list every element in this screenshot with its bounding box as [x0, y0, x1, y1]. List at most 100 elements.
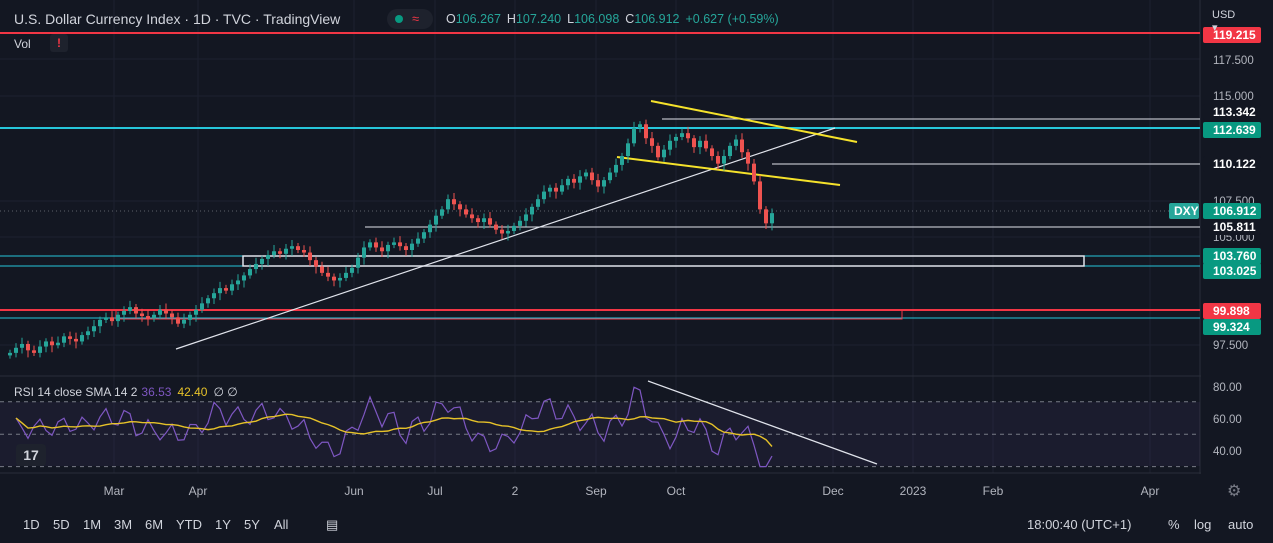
candle-body [512, 225, 516, 231]
candle-body [260, 258, 264, 264]
channel-upper-line[interactable] [650, 100, 858, 143]
timeframe-button-1y[interactable]: 1Y [215, 517, 231, 532]
candle-body [200, 303, 204, 310]
candle-body [470, 214, 474, 219]
timeframe-button-1d[interactable]: 1D [23, 517, 40, 532]
candle-body [542, 191, 546, 200]
date-range-icon[interactable]: ▤ [326, 517, 339, 532]
price-axis-tick: 115.000 [1213, 91, 1254, 103]
candle-body [44, 341, 48, 347]
time-axis-tick: Sep [585, 484, 607, 498]
candle-body [494, 224, 498, 230]
candle-body [266, 255, 270, 259]
price-label-box [1203, 319, 1261, 335]
price-label: 110.122 [1213, 157, 1256, 171]
candle-body [440, 209, 444, 216]
candle-body [134, 307, 138, 314]
timeframe-button-ytd[interactable]: YTD [176, 517, 202, 532]
timeframe-button-1m[interactable]: 1M [83, 517, 102, 532]
candle-body [422, 232, 426, 239]
price-label-box [1203, 303, 1261, 319]
symbol-tag-box [1169, 203, 1199, 219]
price-label: 105.811 [1213, 220, 1256, 234]
chart-background [0, 0, 1200, 505]
rsi-trendline[interactable] [647, 380, 878, 465]
candle-body [284, 248, 288, 254]
price-label-box [1203, 263, 1261, 279]
price-label-box [1203, 27, 1261, 43]
candle-body [368, 242, 372, 248]
timeframe-button-5y[interactable]: 5Y [244, 517, 260, 532]
ohlc-key: H [506, 12, 516, 26]
rectangle-zone-99[interactable] [115, 309, 903, 320]
candle-body [530, 206, 534, 215]
time-axis-tick: 2 [512, 484, 519, 498]
currency-selector[interactable]: USD ▾ [1212, 9, 1236, 34]
candle-body [674, 136, 678, 141]
time-axis-tick: Feb [983, 484, 1004, 498]
market-status-pill[interactable]: ≈ [387, 9, 433, 29]
ohlc-key: C [625, 12, 635, 26]
symbol-title[interactable]: U.S. Dollar Currency Index · 1D · TVC · … [14, 11, 341, 27]
candle-body [596, 180, 600, 187]
candle-body [758, 181, 762, 210]
candle-body [122, 310, 126, 315]
timeframe-button-3m[interactable]: 3M [114, 517, 133, 532]
candle-body [452, 199, 456, 205]
candle-body [398, 242, 402, 247]
candle-body [716, 156, 720, 164]
candle-body [242, 275, 246, 281]
candle-body [338, 277, 342, 281]
drawings-layer[interactable] [0, 32, 1200, 350]
time-axis-tick: Apr [1141, 484, 1160, 498]
volume-indicator-label[interactable]: Vol [14, 37, 31, 51]
rsi-legend-label: RSI 14 close SMA 14 2 [14, 385, 138, 399]
candle-body [680, 133, 684, 137]
candle-body [356, 257, 360, 268]
auto-scale-toggle[interactable]: auto [1228, 517, 1254, 532]
candle-body [62, 336, 66, 343]
candle-body [428, 224, 432, 233]
clock[interactable]: 18:00:40 (UTC+1) [1027, 517, 1132, 532]
candle-body [746, 152, 750, 164]
candle-body [488, 218, 492, 225]
channel-lower-line[interactable] [616, 156, 841, 186]
chart-grid [0, 0, 1200, 473]
volume-warning-icon[interactable]: ! [50, 34, 68, 52]
market-open-dot-icon [395, 15, 403, 23]
rsi-legend[interactable]: RSI 14 close SMA 14 2 36.53 42.40 ∅ ∅ [14, 385, 238, 399]
ohlc-value: +0.627 (+0.59%) [685, 12, 779, 26]
rectangle-zone-103[interactable] [242, 255, 1085, 267]
rsi-axis-tick: 40.00 [1213, 446, 1242, 458]
candle-body [614, 164, 618, 173]
timeframe-button-6m[interactable]: 6M [145, 517, 164, 532]
log-scale-toggle[interactable]: log [1194, 517, 1212, 532]
candle-body [584, 172, 588, 177]
candle-body [620, 156, 624, 165]
candle-body [170, 313, 174, 318]
candle-body [146, 316, 150, 319]
candle-body [38, 346, 42, 353]
candle-body [566, 178, 570, 186]
timeframe-button-all[interactable]: All [274, 517, 289, 532]
candle-body [734, 139, 738, 146]
data-delay-icon: ≈ [412, 11, 420, 26]
timeframe-button-5d[interactable]: 5D [53, 517, 70, 532]
time-axis[interactable] [0, 474, 1273, 506]
support-trendline[interactable] [175, 127, 836, 350]
time-axis-tick: 2023 [900, 484, 927, 498]
price-label: 112.639 [1213, 123, 1256, 137]
rsi-pane [0, 380, 1200, 468]
candle-body [506, 230, 510, 234]
axis-settings-icon[interactable]: ⚙ [1227, 483, 1242, 500]
candle-body [314, 260, 318, 267]
candle-body [272, 251, 276, 256]
tradingview-logo[interactable]: 17 [16, 444, 46, 466]
candle-body [26, 343, 30, 351]
candle-body [602, 180, 606, 187]
candle-body [206, 298, 210, 304]
percent-scale-toggle[interactable]: % [1168, 517, 1180, 532]
candle-body [98, 319, 102, 327]
candle-body [176, 317, 180, 324]
